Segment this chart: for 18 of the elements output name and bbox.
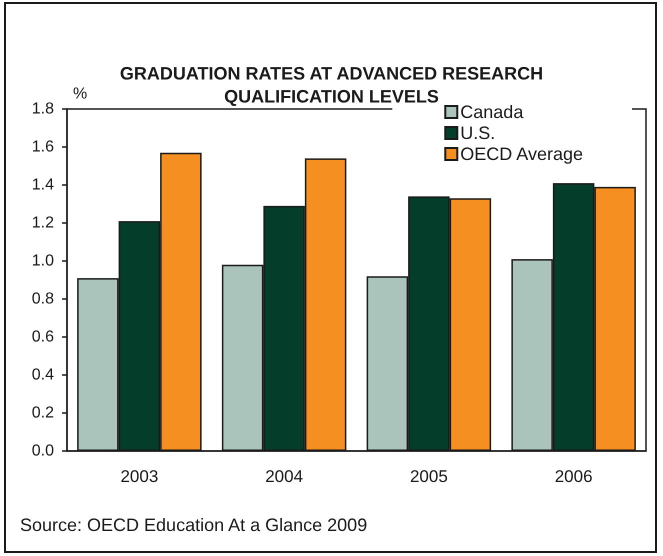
y-axis-title: % <box>73 86 88 102</box>
y-tick-label: 0.0 <box>32 442 54 460</box>
x-tick-label: 2006 <box>554 467 593 486</box>
y-tick-label: 0.8 <box>32 290 54 308</box>
y-tick-label: 1.0 <box>32 252 54 270</box>
x-tick-label: 2005 <box>410 467 448 486</box>
source-note: Source: OECD Education At a Glance 2009 <box>20 515 368 535</box>
y-tick-label: 1.8 <box>32 100 54 118</box>
y-tick-label: 1.4 <box>32 176 54 194</box>
y-tick-label: 1.6 <box>32 138 54 156</box>
legend-label: U.S. <box>460 123 496 143</box>
y-tick-label: 0.2 <box>32 404 54 422</box>
y-tick-label: 0.6 <box>32 328 54 346</box>
x-tick-label: 2004 <box>265 467 304 486</box>
y-tick-label: 1.2 <box>32 214 54 232</box>
legend-label: OECD Average <box>460 144 584 164</box>
x-tick-label: 2003 <box>120 467 158 486</box>
y-tick-label: 0.4 <box>32 366 54 384</box>
